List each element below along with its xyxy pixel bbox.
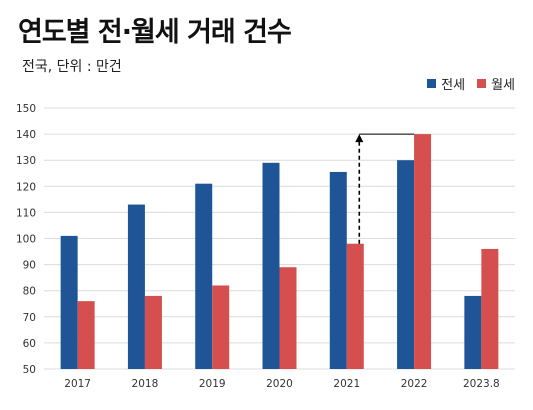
- bar-wolse: [77, 301, 95, 369]
- legend-item-jeonse: 전세: [427, 74, 465, 93]
- y-tick-label: 100: [16, 234, 36, 246]
- y-tick-label: 130: [16, 155, 36, 167]
- bar-jeonse: [262, 162, 280, 369]
- bar-jeonse: [464, 295, 482, 369]
- y-tick-label: 80: [23, 286, 36, 298]
- bar-wolse: [212, 285, 230, 369]
- y-tick-label: 60: [23, 338, 36, 350]
- annotation-arrow-head: [355, 134, 364, 143]
- y-tick-label: 140: [16, 129, 36, 141]
- legend-swatch-jeonse: [427, 79, 437, 88]
- bar-wolse: [144, 295, 162, 369]
- bar-wolse: [346, 243, 364, 369]
- bar-jeonse: [127, 204, 145, 369]
- bar-jeonse: [60, 235, 78, 369]
- bar-jeonse: [397, 160, 415, 369]
- y-tick-label: 110: [16, 207, 36, 219]
- legend: 전세 월세: [427, 74, 515, 93]
- x-tick-label: 2018: [132, 378, 159, 390]
- y-tick-label: 50: [23, 364, 36, 376]
- bar-jeonse: [329, 171, 347, 369]
- y-tick-label: 90: [23, 260, 36, 272]
- legend-label-wolse: 월세: [491, 78, 515, 93]
- bar-wolse: [414, 134, 432, 369]
- x-tick-label: 2023.8: [463, 378, 500, 390]
- y-tick-label: 70: [23, 312, 36, 324]
- legend-item-wolse: 월세: [477, 74, 515, 93]
- x-tick-label: 2021: [333, 378, 360, 390]
- x-tick-label: 2020: [266, 378, 293, 390]
- chart-subtitle: 전국, 단위 : 만건: [22, 59, 122, 75]
- x-tick-label: 2017: [64, 378, 91, 390]
- x-tick-label: 2019: [199, 378, 226, 390]
- bar-wolse: [279, 267, 297, 369]
- chart-title: 연도별 전·월세 거래 건수: [18, 17, 292, 48]
- y-tick-label: 150: [16, 103, 36, 115]
- x-tick-label: 2022: [401, 378, 428, 390]
- bar-wolse: [481, 248, 499, 369]
- y-tick-label: 120: [16, 181, 36, 193]
- legend-swatch-wolse: [477, 79, 487, 88]
- legend-label-jeonse: 전세: [441, 78, 466, 93]
- bar-jeonse: [195, 183, 213, 369]
